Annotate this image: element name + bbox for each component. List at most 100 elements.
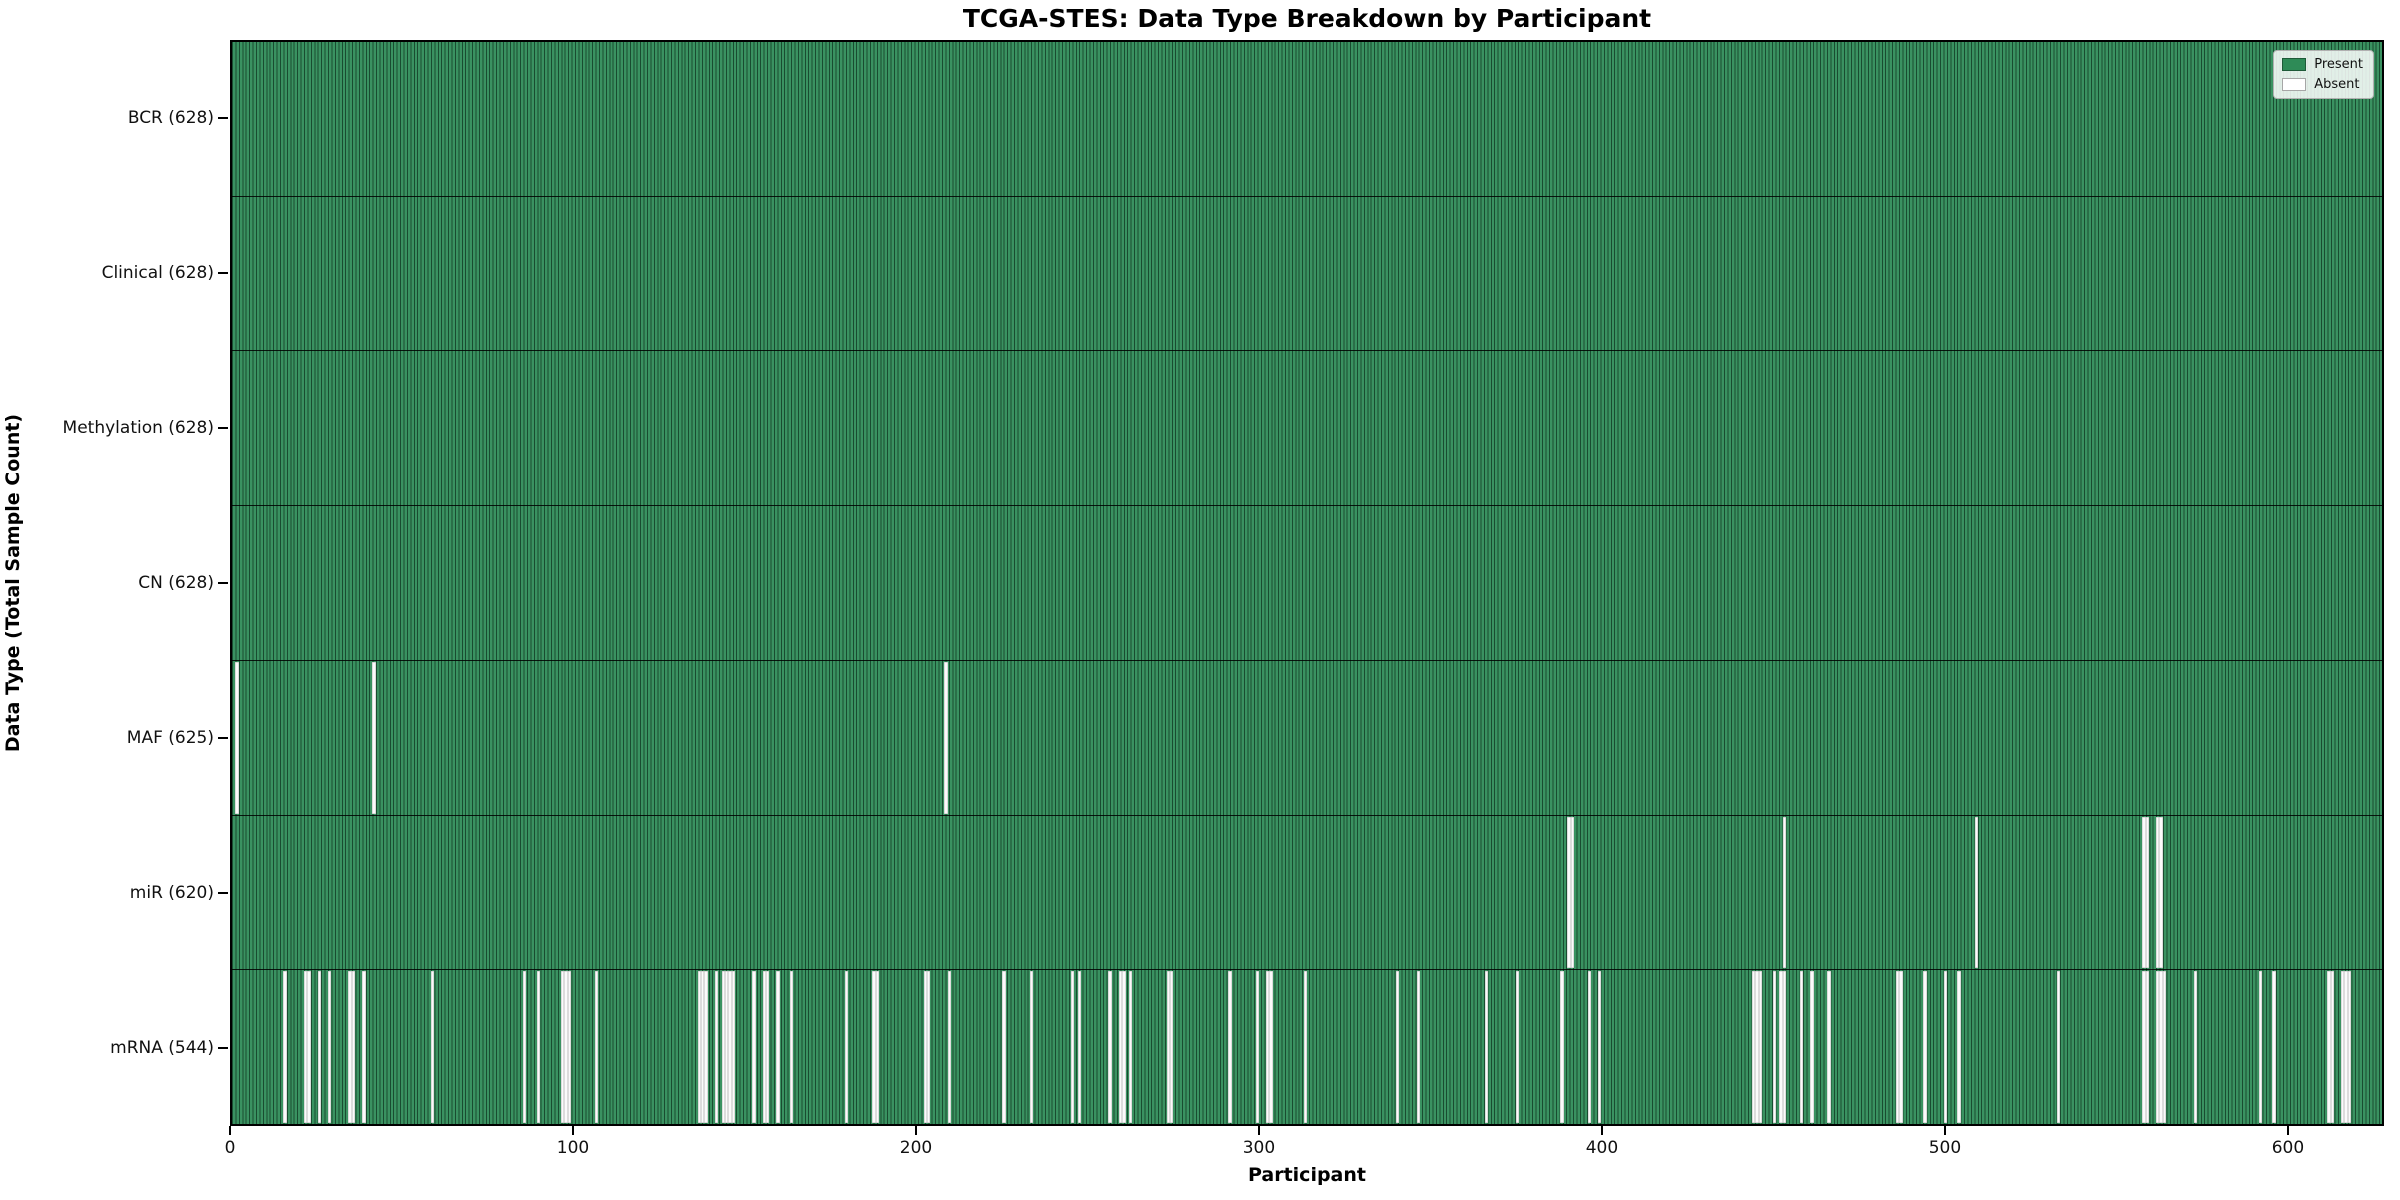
legend-item-present: Present	[2282, 57, 2363, 72]
y-tick-mark	[218, 426, 228, 429]
absent-gap	[1758, 971, 1763, 1124]
row-Methylation	[232, 351, 2382, 507]
legend-label: Absent	[2314, 77, 2360, 92]
absent-gap	[1782, 816, 1787, 969]
absent-gap	[721, 971, 725, 1124]
absent-gap	[776, 971, 780, 1124]
absent-gap	[2272, 971, 2276, 1124]
absent-gap	[947, 971, 951, 1124]
absent-gap	[1265, 971, 1270, 1124]
absent-gap	[762, 971, 767, 1124]
x-tick-mark	[571, 1126, 574, 1135]
x-tick-label-300: 300	[1242, 1138, 1276, 1158]
absent-gap	[2142, 971, 2146, 1124]
absent-gap	[1118, 971, 1123, 1124]
row-CN	[232, 506, 2382, 661]
absent-gap	[1779, 971, 1783, 1124]
absent-gap	[1560, 971, 1564, 1124]
x-tick-mark	[1943, 1126, 1946, 1135]
y-tick-label-Clinical: Clinical (628)	[101, 262, 214, 283]
absent-gap	[697, 971, 702, 1124]
absent-gap	[1587, 971, 1592, 1124]
y-tick-mark	[218, 271, 228, 274]
absent-gap	[923, 971, 927, 1124]
absent-gap	[594, 971, 599, 1124]
absent-gap	[1303, 971, 1307, 1124]
x-tick-label-200: 200	[899, 1138, 933, 1158]
absent-gap	[1943, 971, 1948, 1124]
absent-gap	[1170, 971, 1174, 1124]
absent-gap	[348, 971, 352, 1124]
absent-gap	[1077, 971, 1082, 1124]
row-miR	[232, 815, 2382, 971]
x-tick-label-600: 600	[2271, 1138, 2305, 1158]
absent-gap	[2344, 971, 2348, 1124]
absent-gap	[2193, 971, 2198, 1124]
absent-gap	[1895, 971, 1900, 1124]
absent-gap	[1772, 971, 1777, 1124]
absent-gap	[362, 971, 366, 1124]
absent-gap	[728, 971, 732, 1124]
absent-gap	[1002, 971, 1006, 1124]
absent-gap	[1810, 971, 1814, 1124]
absent-gap	[235, 661, 239, 814]
row-BCR	[232, 42, 2382, 197]
legend-item-absent: Absent	[2282, 77, 2363, 92]
x-axis-label: Participant	[1247, 1164, 1366, 1186]
absent-gap	[752, 971, 756, 1124]
x-tick-mark	[229, 1126, 231, 1135]
absent-gap	[944, 661, 948, 814]
absent-gap	[317, 971, 321, 1124]
absent-gap	[351, 971, 356, 1124]
y-tick-label-BCR: BCR (628)	[127, 107, 214, 128]
absent-gap	[1269, 971, 1273, 1124]
legend-swatch-present	[2282, 58, 2307, 71]
absent-gap	[1782, 971, 1787, 1124]
absent-gap	[1752, 971, 1756, 1124]
y-tick-label-mRNA: mRNA (544)	[110, 1038, 214, 1059]
row-MAF	[232, 660, 2382, 816]
legend-label: Present	[2314, 57, 2363, 72]
absent-gap	[560, 971, 565, 1124]
y-tick-mark	[218, 582, 228, 584]
absent-gap	[1567, 816, 1571, 969]
absent-gap	[2258, 971, 2263, 1124]
x-tick-mark	[2286, 1126, 2289, 1135]
y-tick-label-Methylation: Methylation (628)	[62, 417, 214, 438]
absent-gap	[704, 971, 708, 1124]
absent-gap	[430, 971, 434, 1124]
y-tick-mark	[218, 116, 228, 119]
absent-gap	[1228, 971, 1232, 1124]
absent-gap	[1108, 971, 1112, 1124]
absent-gap	[1755, 971, 1759, 1124]
absent-gap	[1128, 971, 1133, 1124]
absent-gap	[2156, 971, 2160, 1124]
absent-gap	[1799, 971, 1804, 1124]
absent-gap	[766, 971, 770, 1124]
absent-gap	[1974, 816, 1979, 969]
row-mRNA	[232, 970, 2382, 1125]
absent-gap	[567, 971, 571, 1124]
chart-title: TCGA-STES: Data Type Breakdown by Partic…	[962, 4, 1652, 33]
y-axis-label: Data Type (Total Sample Count)	[2, 413, 24, 753]
absent-gap	[536, 971, 541, 1124]
absent-gap	[1923, 971, 1927, 1124]
absent-gap	[2142, 816, 2146, 969]
absent-gap	[714, 971, 719, 1124]
absent-gap	[523, 971, 527, 1124]
absent-gap	[926, 971, 931, 1124]
absent-gap	[1570, 816, 1575, 969]
absent-gap	[731, 971, 736, 1124]
absent-gap	[2159, 971, 2163, 1124]
absent-gap	[1827, 971, 1831, 1124]
plot-area: Present Absent	[230, 40, 2384, 1126]
y-tick-mark	[218, 892, 228, 895]
absent-gap	[2162, 971, 2167, 1124]
absent-gap	[307, 971, 311, 1124]
x-tick-label-100: 100	[556, 1138, 590, 1158]
absent-gap	[303, 971, 308, 1124]
absent-gap	[1166, 971, 1171, 1124]
x-tick-mark	[1600, 1126, 1603, 1135]
absent-gap	[1416, 971, 1420, 1124]
absent-gap	[1515, 971, 1520, 1124]
